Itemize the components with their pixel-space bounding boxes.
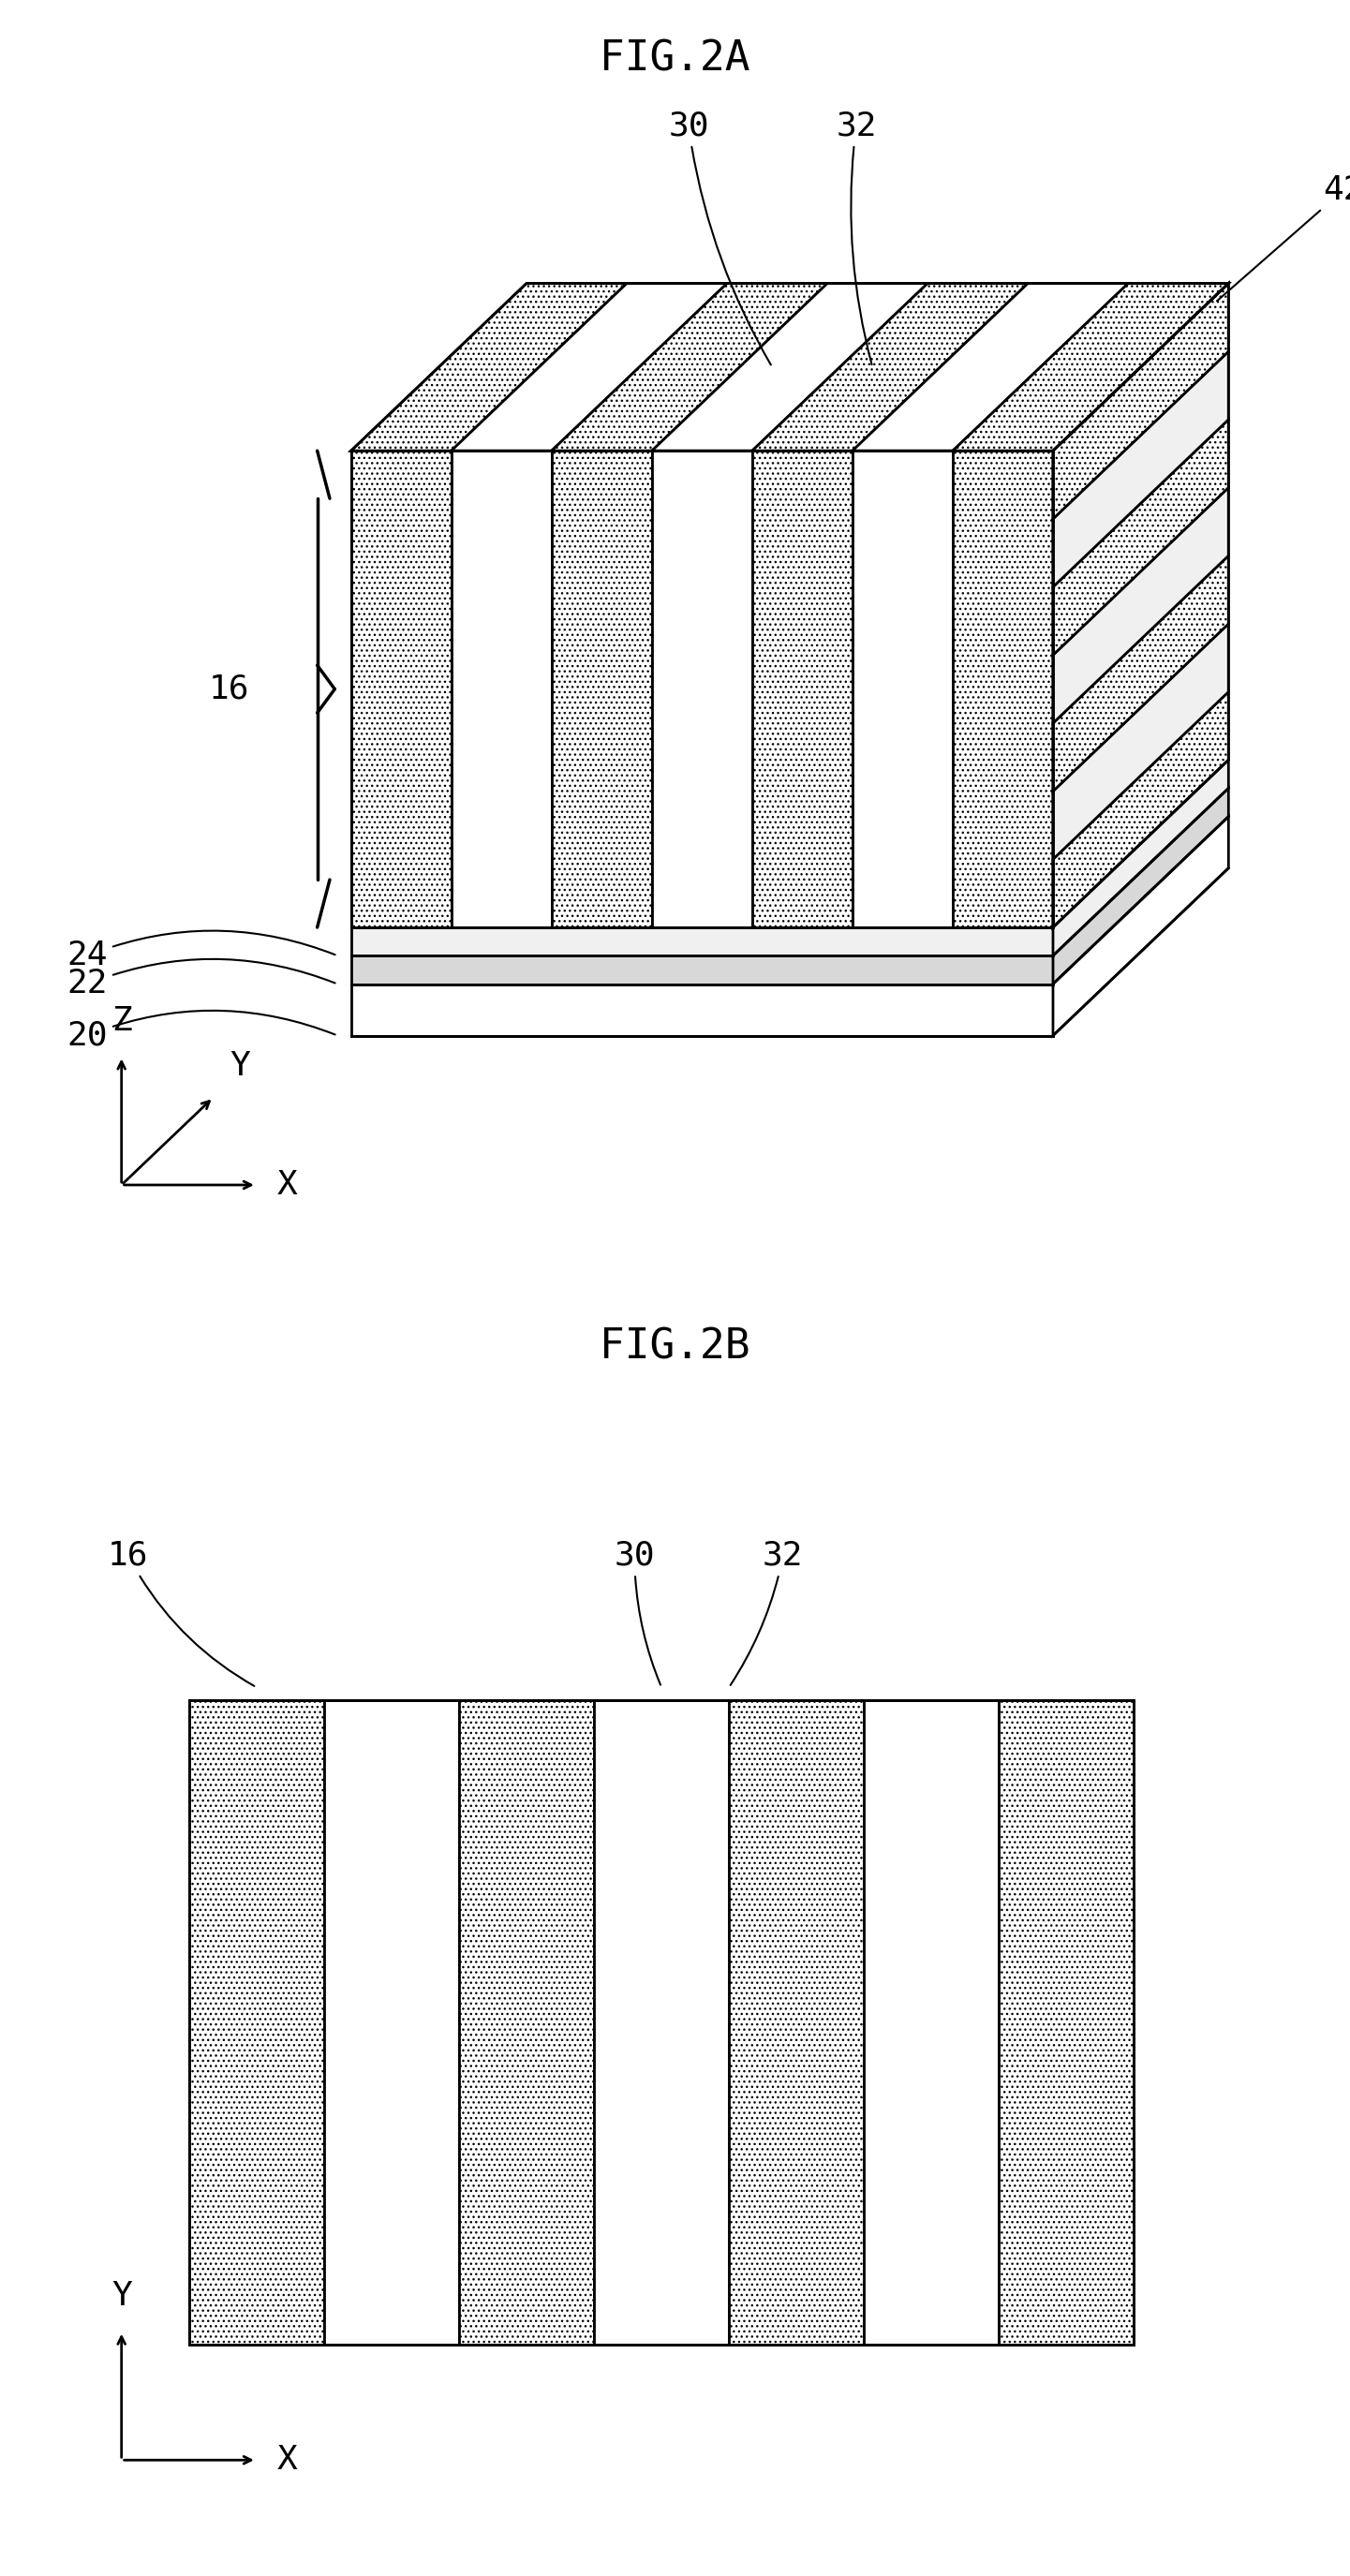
Polygon shape (552, 283, 828, 451)
Polygon shape (351, 283, 626, 451)
Text: 16: 16 (108, 1540, 254, 1687)
Polygon shape (351, 451, 451, 927)
Polygon shape (1053, 817, 1228, 1036)
Text: 42: 42 (1216, 175, 1350, 301)
Polygon shape (1053, 350, 1228, 587)
Text: 16: 16 (209, 672, 250, 706)
Text: 30: 30 (614, 1540, 660, 1685)
Text: 20: 20 (68, 1010, 335, 1051)
Polygon shape (1053, 760, 1228, 956)
Text: X: X (277, 2445, 297, 2476)
Polygon shape (864, 1700, 999, 2344)
Text: X: X (277, 1170, 297, 1200)
Polygon shape (1053, 623, 1228, 860)
Polygon shape (1053, 420, 1228, 654)
Polygon shape (594, 1700, 729, 2344)
Polygon shape (999, 1700, 1134, 2344)
Polygon shape (451, 283, 728, 451)
Polygon shape (729, 1700, 864, 2344)
Polygon shape (1053, 556, 1228, 791)
Polygon shape (1053, 283, 1228, 518)
Polygon shape (451, 451, 552, 927)
Polygon shape (752, 451, 852, 927)
Text: FIG.2A: FIG.2A (599, 39, 751, 80)
Polygon shape (852, 451, 953, 927)
Polygon shape (189, 1700, 324, 2344)
Polygon shape (1053, 693, 1228, 927)
Polygon shape (351, 927, 1053, 956)
Text: FIG.2B: FIG.2B (599, 1327, 751, 1368)
Polygon shape (351, 984, 1053, 1036)
Polygon shape (852, 283, 1129, 451)
Text: 24: 24 (68, 930, 335, 971)
Polygon shape (1053, 788, 1228, 984)
Text: 30: 30 (668, 111, 771, 366)
Polygon shape (652, 451, 752, 927)
Text: Z: Z (111, 1005, 132, 1038)
Polygon shape (652, 283, 927, 451)
Text: 22: 22 (68, 958, 335, 999)
Polygon shape (953, 283, 1228, 451)
Text: 32: 32 (836, 111, 876, 366)
Text: Y: Y (230, 1051, 250, 1082)
Polygon shape (324, 1700, 459, 2344)
Text: 32: 32 (730, 1540, 803, 1685)
Polygon shape (953, 451, 1053, 927)
Polygon shape (552, 451, 652, 927)
Polygon shape (752, 283, 1027, 451)
Text: Y: Y (111, 2280, 132, 2313)
Polygon shape (351, 956, 1053, 984)
Polygon shape (1053, 487, 1228, 724)
Polygon shape (459, 1700, 594, 2344)
